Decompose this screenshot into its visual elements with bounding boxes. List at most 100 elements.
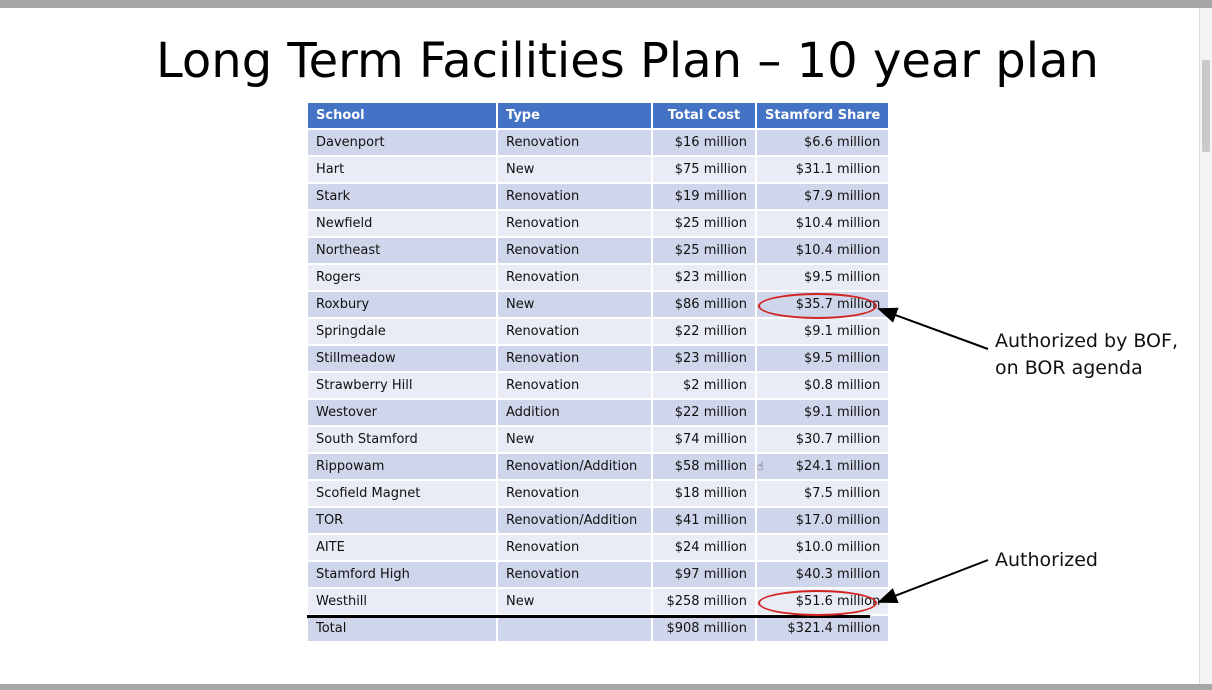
table-row: Davenport Renovation $16 million $6.6 milli… bbox=[308, 130, 889, 155]
cell-stamford-share: $10.4 million bbox=[757, 238, 889, 263]
callout-authorized-bof: Authorized by BOF, on BOR agenda bbox=[995, 328, 1178, 382]
table-header-row: School Type Total Cost Stamford Share bbox=[308, 103, 889, 128]
cell-stamford-share: $0.8 million bbox=[757, 373, 889, 398]
cell-type: Renovation bbox=[498, 562, 651, 587]
window-bottom-bar bbox=[0, 684, 1212, 690]
table-row: Rippowam Renovation/Addition $58 million $2… bbox=[308, 454, 889, 479]
cell-type: Renovation bbox=[498, 184, 651, 209]
cell-type: Renovation bbox=[498, 535, 651, 560]
cell-stamford-share: $24.1 million bbox=[757, 454, 889, 479]
cell-school: Stillmeadow bbox=[308, 346, 496, 371]
cell-stamford-share: $30.7 million bbox=[757, 427, 889, 452]
table-row: Scofield Magnet Renovation $18 million $7.5… bbox=[308, 481, 889, 506]
arrow-to-westhill bbox=[877, 559, 989, 603]
cell-school: Total bbox=[308, 616, 496, 641]
cell-type: Renovation bbox=[498, 319, 651, 344]
roxbury-share-highlight-oval bbox=[758, 293, 877, 319]
table-row: Stamford High Renovation $97 million $40.3 … bbox=[308, 562, 889, 587]
callout-line-1: Authorized by BOF, bbox=[995, 330, 1178, 352]
hand-cursor-icon: ☝ bbox=[757, 460, 764, 473]
column-header-type: Type bbox=[498, 103, 651, 128]
cell-stamford-share: $9.1 million bbox=[757, 319, 889, 344]
cell-school: Stamford High bbox=[308, 562, 496, 587]
cell-stamford-share: $10.4 million bbox=[757, 211, 889, 236]
cell-total-cost: $258 million bbox=[653, 589, 755, 614]
cell-stamford-share: $40.3 million bbox=[757, 562, 889, 587]
table-row: AITE Renovation $24 million $10.0 million bbox=[308, 535, 889, 560]
cell-total-cost: $22 million bbox=[653, 400, 755, 425]
cell-total-cost: $97 million bbox=[653, 562, 755, 587]
cell-school: Westover bbox=[308, 400, 496, 425]
scrollbar-thumb[interactable] bbox=[1202, 60, 1210, 152]
cell-school: AITE bbox=[308, 535, 496, 560]
cell-stamford-share: $31.1 million bbox=[757, 157, 889, 182]
cell-type: New bbox=[498, 427, 651, 452]
cell-stamford-share: $17.0 million bbox=[757, 508, 889, 533]
column-header-total-cost: Total Cost bbox=[653, 103, 755, 128]
column-header-school: School bbox=[308, 103, 496, 128]
table-row: Northeast Renovation $25 million $10.4 mill… bbox=[308, 238, 889, 263]
table-row: Strawberry Hill Renovation $2 million $0.8 … bbox=[308, 373, 889, 398]
cell-type: Renovation bbox=[498, 481, 651, 506]
cell-school: Rogers bbox=[308, 265, 496, 290]
cell-total-cost: $25 million bbox=[653, 238, 755, 263]
cell-stamford-share: $7.5 million bbox=[757, 481, 889, 506]
cell-stamford-share: $9.5 million bbox=[757, 346, 889, 371]
table-row: Stillmeadow Renovation $23 million $9.5 mil… bbox=[308, 346, 889, 371]
cell-total-cost: $19 million bbox=[653, 184, 755, 209]
cell-school: South Stamford bbox=[308, 427, 496, 452]
cell-total-cost: $24 million bbox=[653, 535, 755, 560]
cell-total-cost: $23 million bbox=[653, 265, 755, 290]
cell-total-cost: $23 million bbox=[653, 346, 755, 371]
table-row: TOR Renovation/Addition $41 million $17.0 m… bbox=[308, 508, 889, 533]
cell-type: Renovation/Addition bbox=[498, 508, 651, 533]
cell-type: Renovation bbox=[498, 211, 651, 236]
total-divider-line bbox=[307, 615, 870, 618]
cell-type: Renovation bbox=[498, 346, 651, 371]
cell-total-cost: $908 million bbox=[653, 616, 755, 641]
cell-total-cost: $22 million bbox=[653, 319, 755, 344]
cell-total-cost: $16 million bbox=[653, 130, 755, 155]
table-row: South Stamford New $74 million $30.7 millio… bbox=[308, 427, 889, 452]
cell-stamford-share: $7.9 million bbox=[757, 184, 889, 209]
cell-total-cost: $18 million bbox=[653, 481, 755, 506]
cell-stamford-share: $6.6 million bbox=[757, 130, 889, 155]
cell-stamford-share: $9.5 million bbox=[757, 265, 889, 290]
cell-stamford-share: $321.4 million bbox=[757, 616, 889, 641]
cell-type: Renovation bbox=[498, 373, 651, 398]
cell-school: TOR bbox=[308, 508, 496, 533]
arrow-to-roxbury bbox=[877, 307, 989, 350]
table-row: Westover Addition $22 million $9.1 million bbox=[308, 400, 889, 425]
column-header-stamford-share: Stamford Share bbox=[757, 103, 889, 128]
window-top-bar bbox=[0, 0, 1212, 8]
cell-type: New bbox=[498, 157, 651, 182]
cell-type: New bbox=[498, 292, 651, 317]
table-total-row: Total $908 million $321.4 million bbox=[308, 616, 889, 641]
cell-school: Northeast bbox=[308, 238, 496, 263]
cell-type: Renovation bbox=[498, 265, 651, 290]
table-row: Stark Renovation $19 million $7.9 million bbox=[308, 184, 889, 209]
cell-type: Renovation/Addition bbox=[498, 454, 651, 479]
cell-stamford-share: $10.0 million bbox=[757, 535, 889, 560]
cell-school: Springdale bbox=[308, 319, 496, 344]
cell-school: Roxbury bbox=[308, 292, 496, 317]
cell-total-cost: $41 million bbox=[653, 508, 755, 533]
westhill-share-highlight-oval bbox=[758, 590, 877, 616]
cell-total-cost: $75 million bbox=[653, 157, 755, 182]
cell-school: Davenport bbox=[308, 130, 496, 155]
cell-school: Hart bbox=[308, 157, 496, 182]
table-row: Springdale Renovation $22 million $9.1 mill… bbox=[308, 319, 889, 344]
table-row: Newfield Renovation $25 million $10.4 milli… bbox=[308, 211, 889, 236]
vertical-scrollbar[interactable] bbox=[1199, 8, 1212, 684]
cell-total-cost: $2 million bbox=[653, 373, 755, 398]
cell-total-cost: $58 million bbox=[653, 454, 755, 479]
callout-line-2: on BOR agenda bbox=[995, 357, 1143, 379]
cell-total-cost: $25 million bbox=[653, 211, 755, 236]
cell-type: Addition bbox=[498, 400, 651, 425]
cell-total-cost: $74 million bbox=[653, 427, 755, 452]
cell-school: Stark bbox=[308, 184, 496, 209]
cell-school: Westhill bbox=[308, 589, 496, 614]
table-row: Rogers Renovation $23 million $9.5 million bbox=[308, 265, 889, 290]
cell-school: Scofield Magnet bbox=[308, 481, 496, 506]
